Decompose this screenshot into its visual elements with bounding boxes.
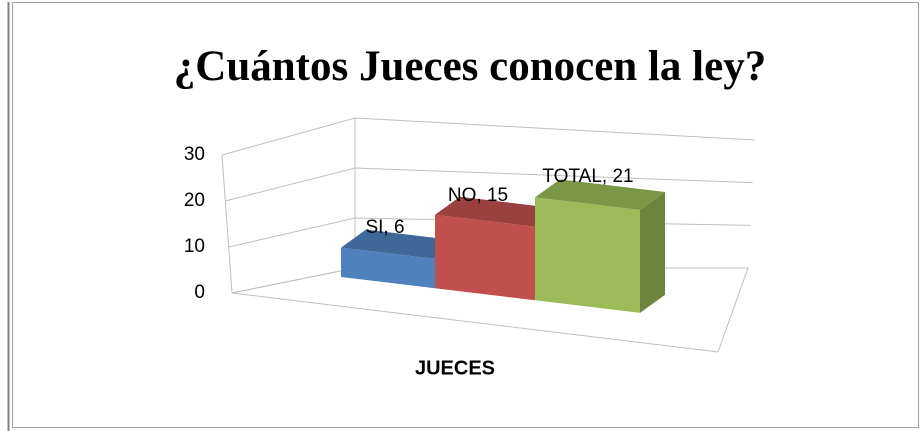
bar: [341, 247, 435, 289]
bar-top: [341, 229, 460, 259]
y-tick-label: 0: [194, 282, 205, 303]
y-tick-label: 20: [184, 190, 205, 211]
bar-side: [640, 191, 665, 313]
data-label: SI, 6: [365, 217, 404, 238]
bar: [535, 197, 640, 313]
bar-top: [435, 196, 560, 227]
x-category-label: JUECES: [415, 357, 495, 379]
chart-title: ¿Cuántos Jueces conocen la ley?: [174, 43, 766, 90]
grid-line: [225, 167, 753, 202]
grid-line: [221, 117, 756, 156]
bar: [435, 214, 535, 301]
left-wall-edge: [221, 154, 233, 294]
y-tick-label: 30: [184, 144, 205, 165]
data-label: TOTAL, 21: [542, 166, 633, 187]
y-tick-label: 10: [184, 236, 205, 257]
bar-top: [535, 179, 665, 210]
data-label: NO, 15: [448, 185, 508, 206]
